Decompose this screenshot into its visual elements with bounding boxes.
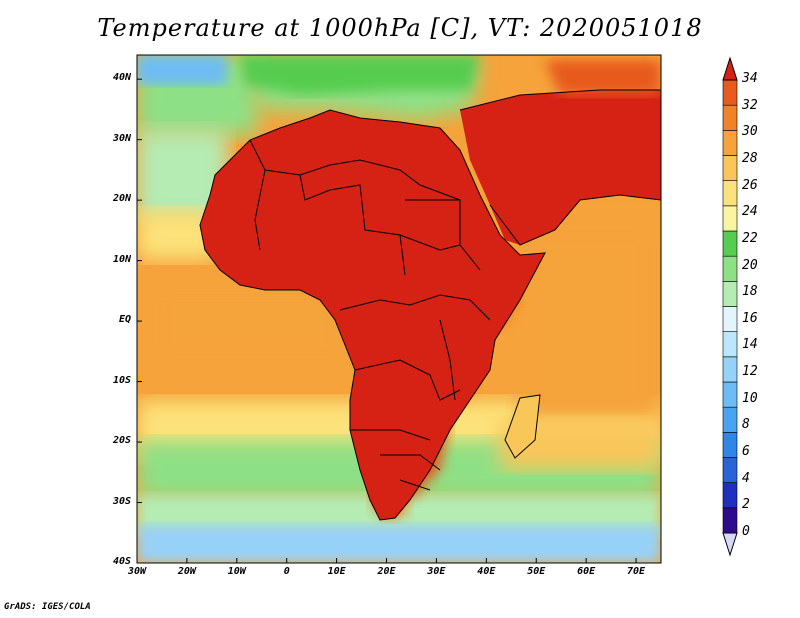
colorbar-swatch bbox=[722, 381, 738, 408]
colorbar-label: 34 bbox=[742, 71, 758, 86]
colorbar-swatch bbox=[722, 432, 738, 458]
lon-label: 60E bbox=[577, 566, 596, 577]
coastlines bbox=[199, 89, 661, 521]
colorbar-label: 20 bbox=[742, 257, 758, 273]
lat-label: 30S bbox=[112, 495, 131, 507]
colorbar-label: 12 bbox=[742, 364, 758, 380]
colorbar-swatch bbox=[722, 104, 738, 131]
colorbar-swatch bbox=[722, 205, 738, 232]
lon-label: 10W bbox=[227, 566, 246, 577]
colorbar-label: 6 bbox=[742, 444, 750, 460]
colorbar-swatch bbox=[722, 457, 738, 483]
credit-text: GrADS: IGES/COLA bbox=[4, 602, 91, 612]
colorbar-label: 0 bbox=[742, 524, 750, 539]
colorbar-swatch bbox=[722, 155, 738, 181]
colorbar-label: 18 bbox=[742, 284, 758, 300]
lon-label: 50E bbox=[527, 566, 546, 577]
colorbar-swatch bbox=[722, 255, 738, 282]
colorbar-swatch bbox=[722, 281, 738, 307]
lon-label: 20W bbox=[177, 566, 196, 577]
map-frame bbox=[136, 54, 662, 564]
lat-label: 10N bbox=[112, 253, 131, 265]
colorbar-swatch bbox=[722, 356, 738, 383]
colorbar-label: 24 bbox=[742, 204, 758, 220]
axis-ticks bbox=[136, 78, 637, 564]
colorbar-label: 28 bbox=[742, 150, 758, 166]
colorbar-swatch bbox=[722, 306, 738, 332]
lon-label: 0 bbox=[283, 566, 290, 577]
colorbar-swatch bbox=[722, 130, 738, 156]
lon-label: 10E bbox=[327, 566, 346, 577]
lat-label: 40S bbox=[112, 556, 131, 567]
colorbar-swatch bbox=[722, 482, 738, 509]
colorbar-label: 32 bbox=[742, 97, 758, 113]
lat-label: 40N bbox=[112, 72, 131, 84]
lon-label: 70E bbox=[627, 566, 646, 577]
colorbar-max-arrow bbox=[722, 56, 738, 81]
colorbar-swatch bbox=[722, 406, 738, 433]
colorbar-label: 4 bbox=[742, 470, 750, 486]
lat-label: 20N bbox=[112, 193, 131, 205]
lon-label: 20E bbox=[377, 566, 396, 577]
colorbar bbox=[722, 56, 738, 557]
colorbar-swatch bbox=[722, 180, 738, 207]
colorbar-label: 2 bbox=[742, 497, 750, 513]
colorbar-label: 30 bbox=[742, 124, 758, 140]
lat-label: EQ bbox=[118, 314, 131, 326]
colorbar-min-arrow bbox=[722, 532, 738, 557]
colorbar-swatch bbox=[722, 79, 738, 106]
colorbar-label: 8 bbox=[742, 417, 750, 433]
colorbar-label: 26 bbox=[742, 177, 758, 193]
colorbar-swatch bbox=[722, 507, 738, 534]
colorbar-label: 10 bbox=[742, 390, 758, 406]
colorbar-label: 16 bbox=[742, 310, 758, 326]
colorbar-label: 14 bbox=[742, 337, 758, 353]
colorbar-label: 22 bbox=[742, 230, 758, 246]
lat-label: 20S bbox=[112, 435, 131, 447]
arabia-landmass bbox=[460, 90, 661, 245]
lat-label: 10S bbox=[112, 374, 131, 386]
lon-label: 40E bbox=[477, 566, 496, 577]
colorbar-swatch bbox=[722, 331, 738, 358]
lon-label: 30W bbox=[127, 566, 147, 577]
lon-label: 30E bbox=[427, 566, 446, 577]
map-title: Temperature at 1000hPa [C], VT: 20200510… bbox=[97, 14, 703, 42]
lat-label: 30N bbox=[112, 132, 131, 144]
colorbar-swatch bbox=[722, 230, 738, 257]
